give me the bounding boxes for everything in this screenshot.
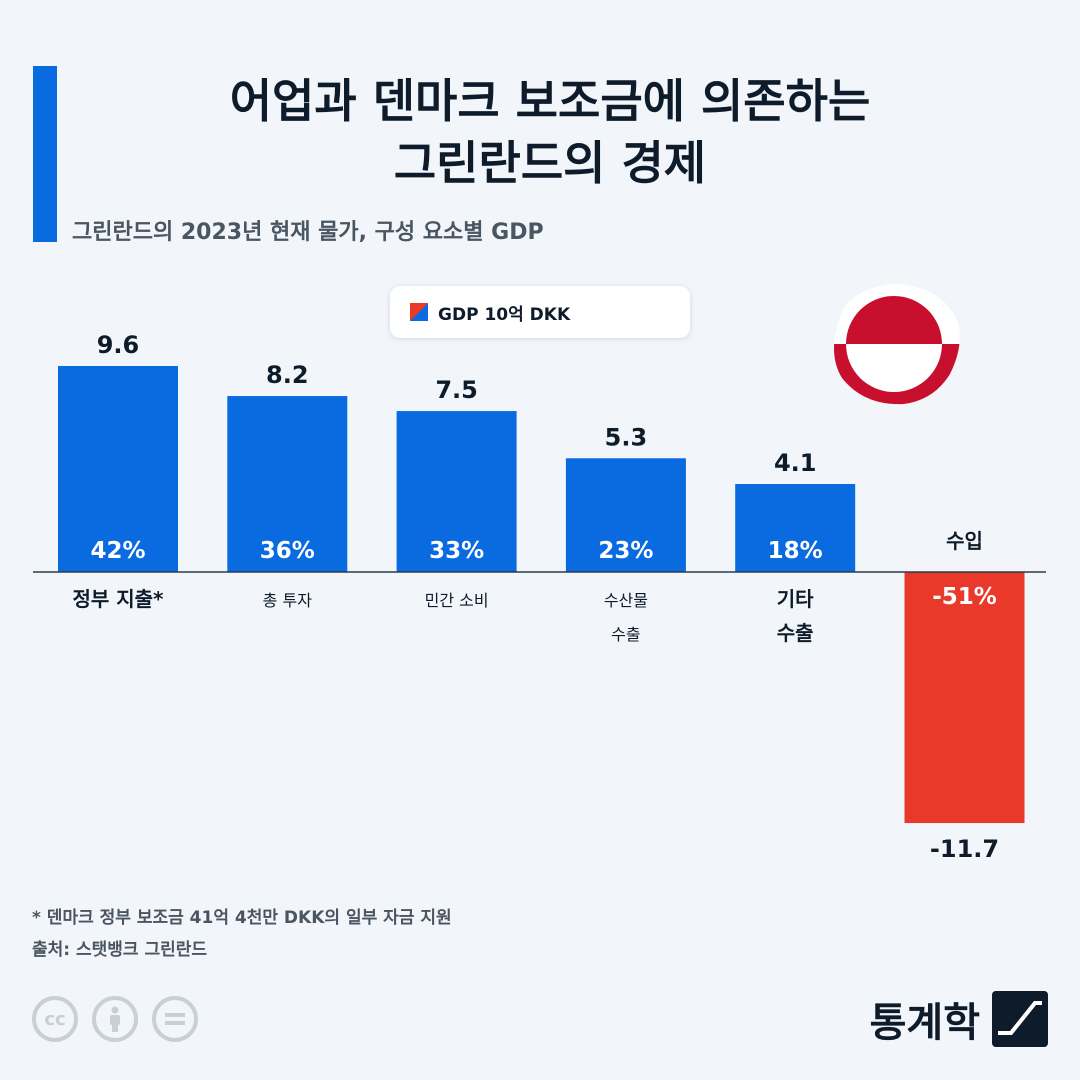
category-label: 총 투자 xyxy=(263,591,313,610)
value-label: 8.2 xyxy=(266,361,309,389)
bar xyxy=(904,572,1025,824)
value-label: 7.5 xyxy=(435,376,478,404)
percent-label: -51% xyxy=(932,584,997,610)
bar xyxy=(227,396,348,572)
brand: 통계학 xyxy=(870,990,1048,1048)
subtitle: 그린란드의 2023년 현재 물가, 구성 요소별 GDP xyxy=(72,220,544,245)
value-label: 5.3 xyxy=(605,423,648,451)
bar-chart: 9.6 42% 정부 지출* 8.2 36% 총 투자 7.5 33% 민간 소비 5.3 23% 수… xyxy=(33,331,1046,863)
bar xyxy=(396,411,517,572)
percent-label: 33% xyxy=(429,538,484,564)
category-label: 수출 xyxy=(611,625,640,644)
person-icon xyxy=(92,996,138,1042)
cc-icon: cc xyxy=(32,996,78,1042)
footnote: * 덴마크 정부 보조금 41억 4천만 DKK의 일부 자금 지원 xyxy=(32,908,452,928)
value-label: -11.7 xyxy=(930,835,999,863)
brand-name: 통계학 xyxy=(869,1000,980,1046)
legend: GDP 10억 DKK xyxy=(390,286,690,338)
percent-label: 42% xyxy=(90,538,145,564)
accent-bar xyxy=(33,66,57,242)
legend-label: GDP 10억 DKK xyxy=(438,304,571,325)
equals-icon xyxy=(152,996,198,1042)
category-label: 민간 소비 xyxy=(425,591,489,610)
bar xyxy=(565,458,686,572)
license-icons: cc xyxy=(32,996,198,1042)
category-label: 수입 xyxy=(946,529,983,553)
category-label: 정부 지출* xyxy=(72,587,164,611)
percent-label: 18% xyxy=(768,538,823,564)
bar xyxy=(58,366,178,572)
greenland-flag-icon xyxy=(834,284,960,405)
percent-label: 23% xyxy=(598,538,653,564)
percent-label: 36% xyxy=(260,538,315,564)
category-label: 수산물 xyxy=(604,591,648,610)
title-line-2: 그린란드의 경제 xyxy=(393,136,707,190)
value-label: 9.6 xyxy=(97,331,140,359)
page-title: 어업과 덴마크 보조금에 의존하는 그린란드의 경제 xyxy=(80,70,1020,194)
category-label: 기타 xyxy=(777,587,814,611)
brand-logo-icon xyxy=(992,991,1048,1047)
category-label: 수출 xyxy=(777,621,814,645)
value-label: 4.1 xyxy=(774,449,817,477)
legend-swatch xyxy=(410,303,428,321)
title-line-1: 어업과 덴마크 보조금에 의존하는 xyxy=(229,74,871,128)
source-note: 출처: 스탯뱅크 그린란드 xyxy=(32,940,208,960)
bar xyxy=(735,484,856,572)
